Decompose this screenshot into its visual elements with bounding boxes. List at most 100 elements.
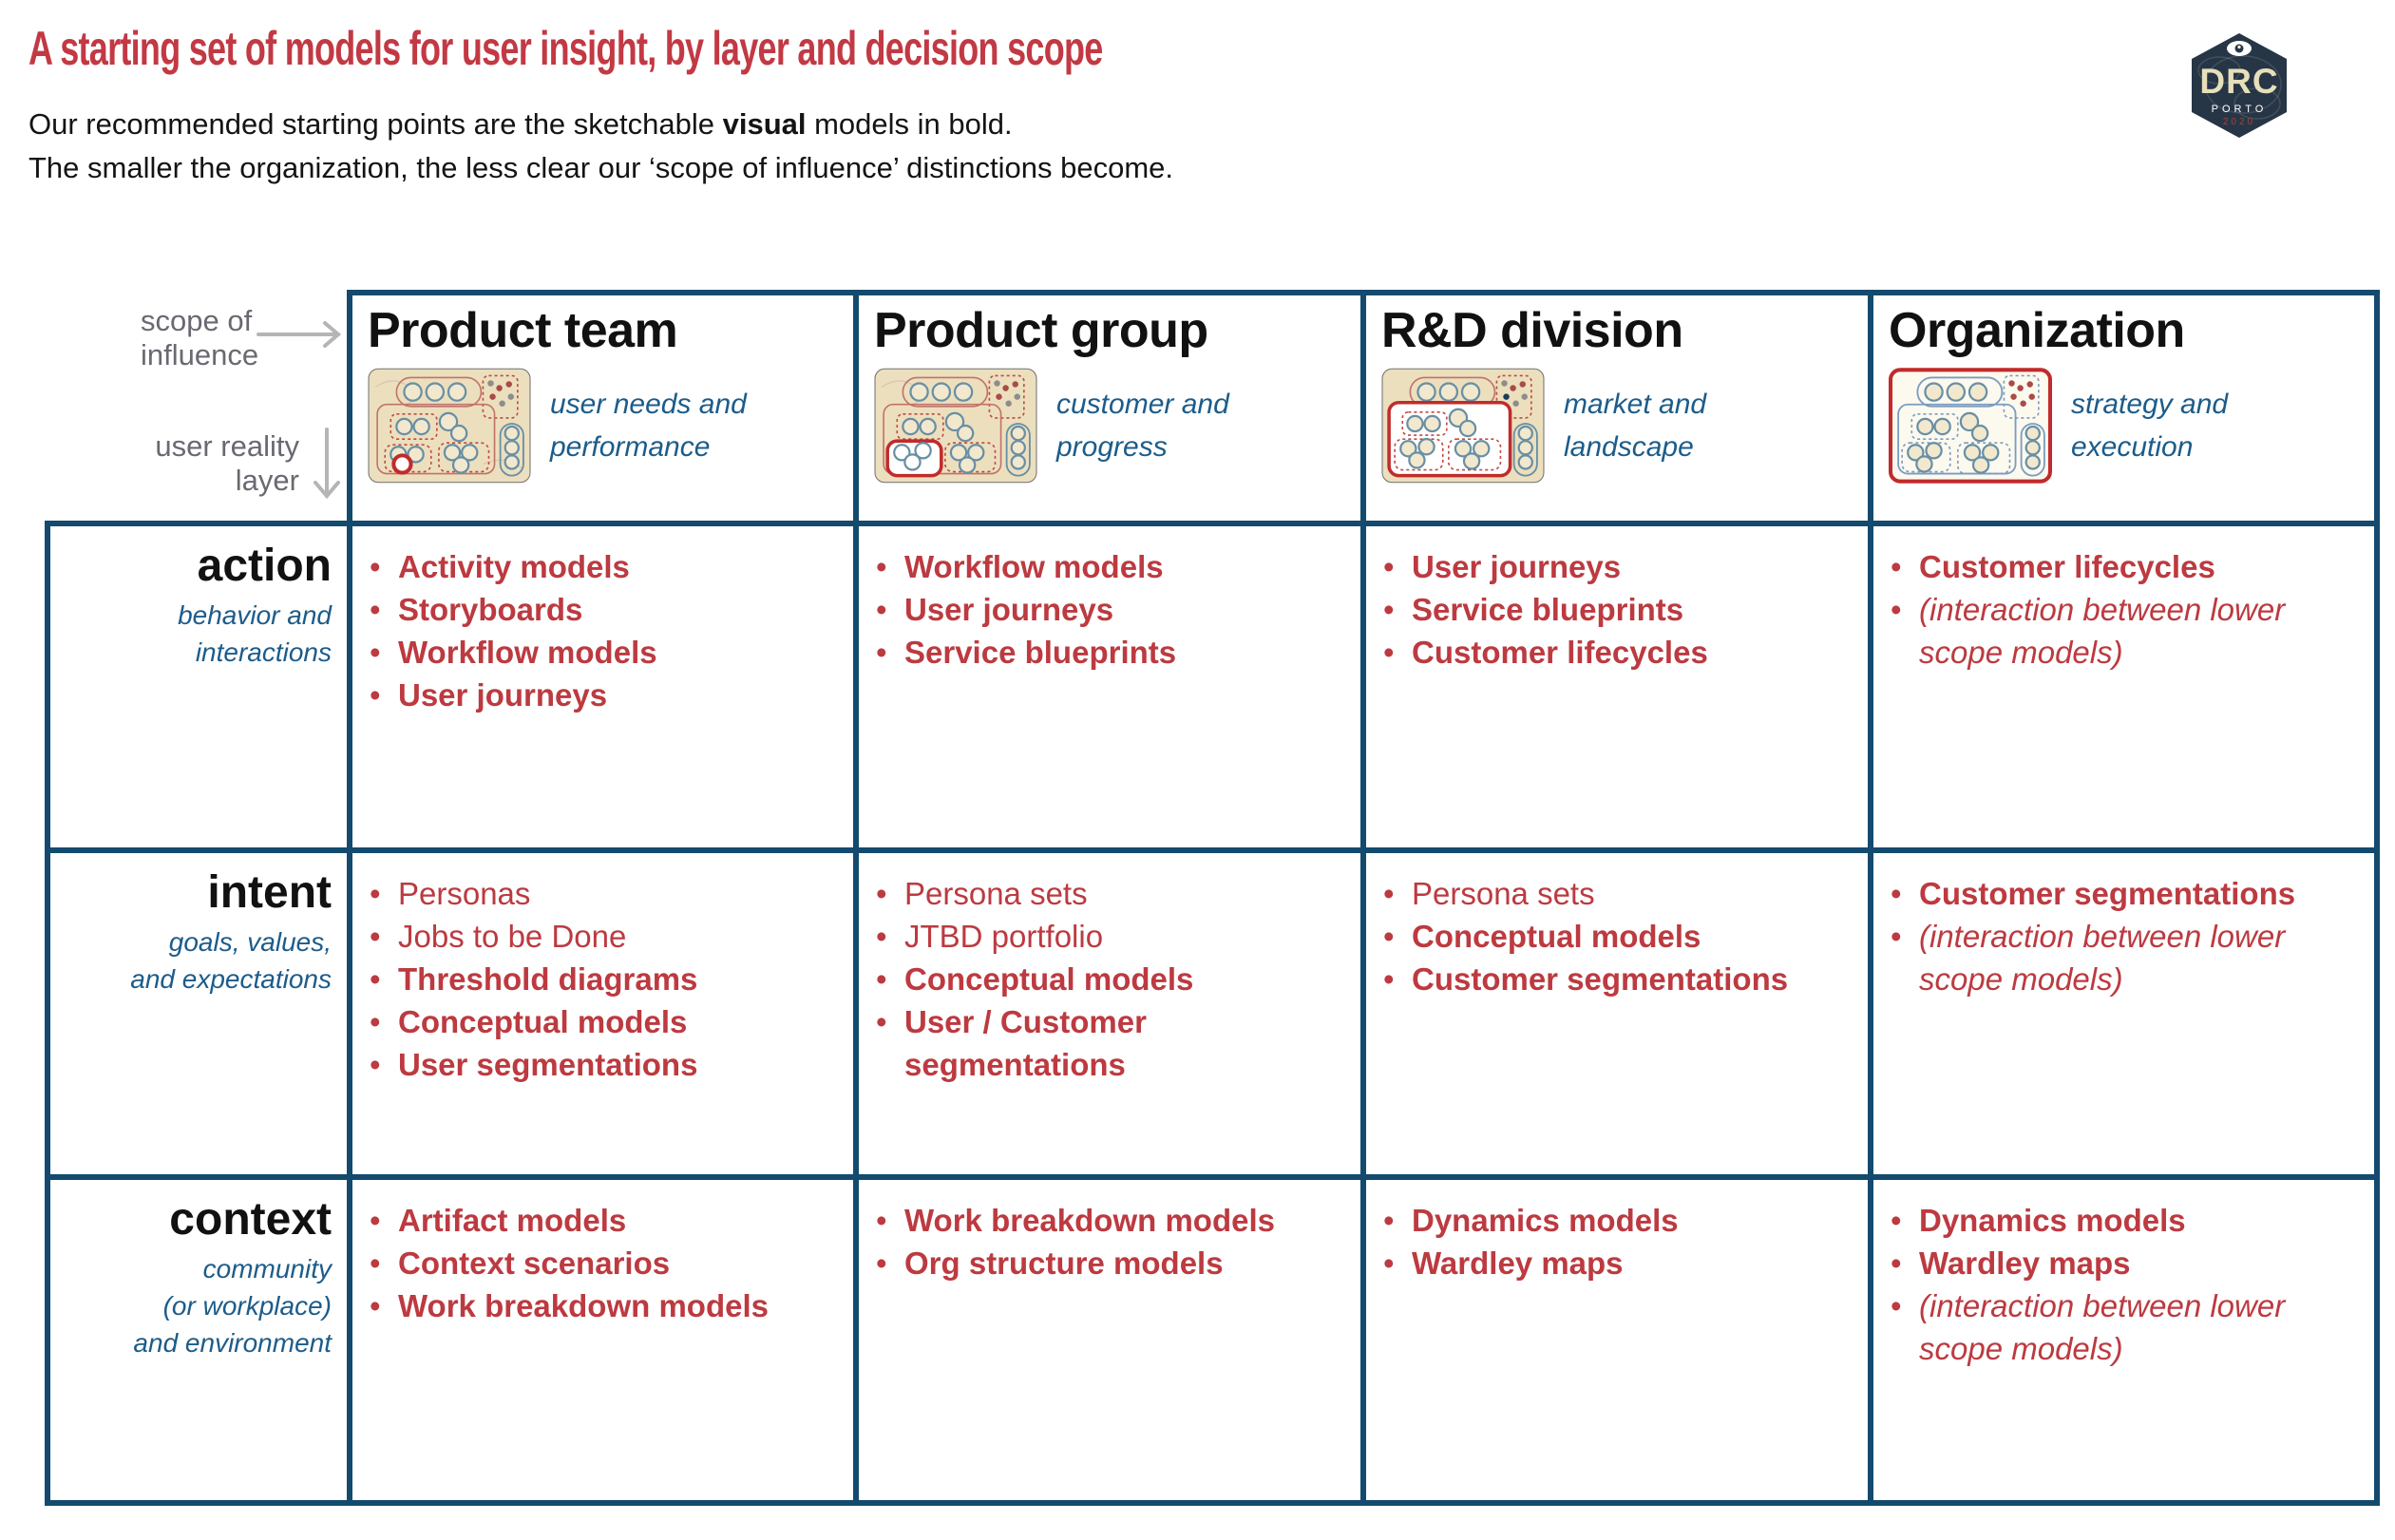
row-title: action xyxy=(197,541,332,591)
model-list-item: • Wardley maps xyxy=(1891,1242,2365,1284)
model-name: Customer segmentations xyxy=(1919,876,2296,911)
model-name: User segmentations xyxy=(398,1047,698,1082)
model-name: Threshold diagrams xyxy=(398,961,698,997)
cell-intent-product-group: • Persona sets • JTBD portfolio • Conceptual … xyxy=(859,853,1360,1174)
model-list-item: • (interaction between lower scope models… xyxy=(1891,1284,2365,1370)
model-list-item: • Customer lifecycles xyxy=(1891,545,2365,588)
cell-intent-product-team: • Personas • Jobs to be Done • Threshold diag… xyxy=(352,853,853,1174)
model-list-item: • Conceptual models xyxy=(1383,915,1858,958)
model-list-item: • Work breakdown models xyxy=(370,1284,844,1327)
model-list-item: • Customer segmentations xyxy=(1383,958,1858,1000)
model-name: Customer lifecycles xyxy=(1412,635,1708,670)
scope-illustration-product-group-icon xyxy=(874,368,1037,484)
bullet-icon: • xyxy=(876,635,887,670)
model-name: Storyboards xyxy=(398,592,583,627)
model-name: Jobs to be Done xyxy=(398,919,627,954)
bullet-icon: • xyxy=(1891,549,1902,584)
bullet-icon: • xyxy=(370,592,381,627)
model-name: Personas xyxy=(398,876,531,911)
column-caption: strategy and execution xyxy=(2071,389,2229,463)
model-list-item: • Customer segmentations xyxy=(1891,872,2365,915)
model-name: Customer lifecycles xyxy=(1919,549,2215,584)
bullet-icon: • xyxy=(370,961,381,997)
bullet-icon: • xyxy=(876,549,887,584)
bullet-icon: • xyxy=(370,1245,381,1281)
column-title: Product group xyxy=(874,303,1208,358)
column-title: Organization xyxy=(1889,303,2185,358)
model-name: Activity models xyxy=(398,549,630,584)
bullet-icon: • xyxy=(1891,1245,1902,1281)
bullet-icon: • xyxy=(1383,961,1395,997)
column-title: R&D division xyxy=(1381,303,1683,358)
down-arrow-icon xyxy=(314,428,340,500)
column-header-product-team: Product team xyxy=(352,295,853,521)
matrix-body: action behavior and interactions • Activit… xyxy=(45,521,2380,1506)
row-label-context: context community (or workplace) and envir… xyxy=(50,1180,347,1500)
bullet-icon: • xyxy=(1383,1245,1395,1281)
bullet-icon: • xyxy=(370,919,381,954)
bullet-icon: • xyxy=(370,876,381,911)
model-name: (interaction between lower scope models) xyxy=(1919,1288,2286,1366)
bullet-icon: • xyxy=(1891,592,1902,627)
model-name: Customer segmentations xyxy=(1412,961,1789,997)
model-name: JTBD portfolio xyxy=(904,919,1104,954)
bullet-icon: • xyxy=(876,1004,887,1039)
bullet-icon: • xyxy=(370,1004,381,1039)
bullet-icon: • xyxy=(876,961,887,997)
column-header-product-group: Product group xyxy=(859,295,1360,521)
model-list-item: • Wardley maps xyxy=(1383,1242,1858,1284)
cell-intent-rd-division: • Persona sets • Conceptual models • Customer… xyxy=(1366,853,1868,1174)
model-list-item: • Service blueprints xyxy=(1383,588,1858,631)
model-list-item: • User segmentations xyxy=(370,1043,844,1086)
model-list-item: • Artifact models xyxy=(370,1199,844,1242)
model-name: Context scenarios xyxy=(398,1245,671,1281)
bullet-icon: • xyxy=(1891,876,1902,911)
bullet-icon: • xyxy=(1891,1203,1902,1238)
column-header-rd-division: R&D division xyxy=(1366,295,1868,521)
model-list-item: • Context scenarios xyxy=(370,1242,844,1284)
model-list-item: • Conceptual models xyxy=(370,1000,844,1043)
model-list-item: • Jobs to be Done xyxy=(370,915,844,958)
logo-text: DRC xyxy=(2199,62,2278,101)
bullet-icon: • xyxy=(1383,919,1395,954)
model-list-item: • Conceptual models xyxy=(876,958,1351,1000)
logo-year: 2020 xyxy=(2223,117,2255,127)
model-name: Workflow models xyxy=(904,549,1164,584)
column-title: Product team xyxy=(368,303,678,358)
scope-illustration-product-team-icon xyxy=(368,368,531,484)
column-header-organization: Organization xyxy=(1873,295,2374,521)
bullet-icon: • xyxy=(876,1245,887,1281)
row-subtitle: goals, values, and expectations xyxy=(130,927,332,994)
model-list-item: • (interaction between lower scope models… xyxy=(1891,915,2365,1000)
model-list-item: • Persona sets xyxy=(876,872,1351,915)
logo-city: PORTO xyxy=(2212,104,2268,115)
model-name: Persona sets xyxy=(1412,876,1595,911)
bullet-icon: • xyxy=(370,677,381,713)
model-name: User journeys xyxy=(398,677,608,713)
row-subtitle: behavior and interactions xyxy=(178,600,332,667)
column-caption: user needs and performance xyxy=(550,389,747,463)
bullet-icon: • xyxy=(370,1288,381,1323)
scope-of-influence-label: scope of influence xyxy=(141,304,259,371)
right-arrow-icon xyxy=(257,321,342,348)
model-list-item: • User journeys xyxy=(1383,545,1858,588)
model-list-item: • Storyboards xyxy=(370,588,844,631)
model-name: (interaction between lower scope models) xyxy=(1919,592,2286,670)
model-list-item: • (interaction between lower scope models… xyxy=(1891,588,2365,674)
model-list-item: • Dynamics models xyxy=(1383,1199,1858,1242)
model-name: Wardley maps xyxy=(1919,1245,2131,1281)
model-name: Wardley maps xyxy=(1412,1245,1624,1281)
model-list-item: • Dynamics models xyxy=(1891,1199,2365,1242)
model-name: Conceptual models xyxy=(904,961,1194,997)
model-name: Org structure models xyxy=(904,1245,1224,1281)
model-name: User / Customer segmentations xyxy=(904,1004,1147,1082)
model-name: Service blueprints xyxy=(904,635,1177,670)
cell-intent-organization: • Customer segmentations • (interaction bet… xyxy=(1873,853,2374,1174)
bullet-icon: • xyxy=(1383,635,1395,670)
model-list-item: • Activity models xyxy=(370,545,844,588)
row-label-action: action behavior and interactions xyxy=(50,526,347,847)
model-list-item: • Personas xyxy=(370,872,844,915)
model-list-item: • User / Customer segmentations xyxy=(876,1000,1351,1086)
model-list-item: • User journeys xyxy=(876,588,1351,631)
